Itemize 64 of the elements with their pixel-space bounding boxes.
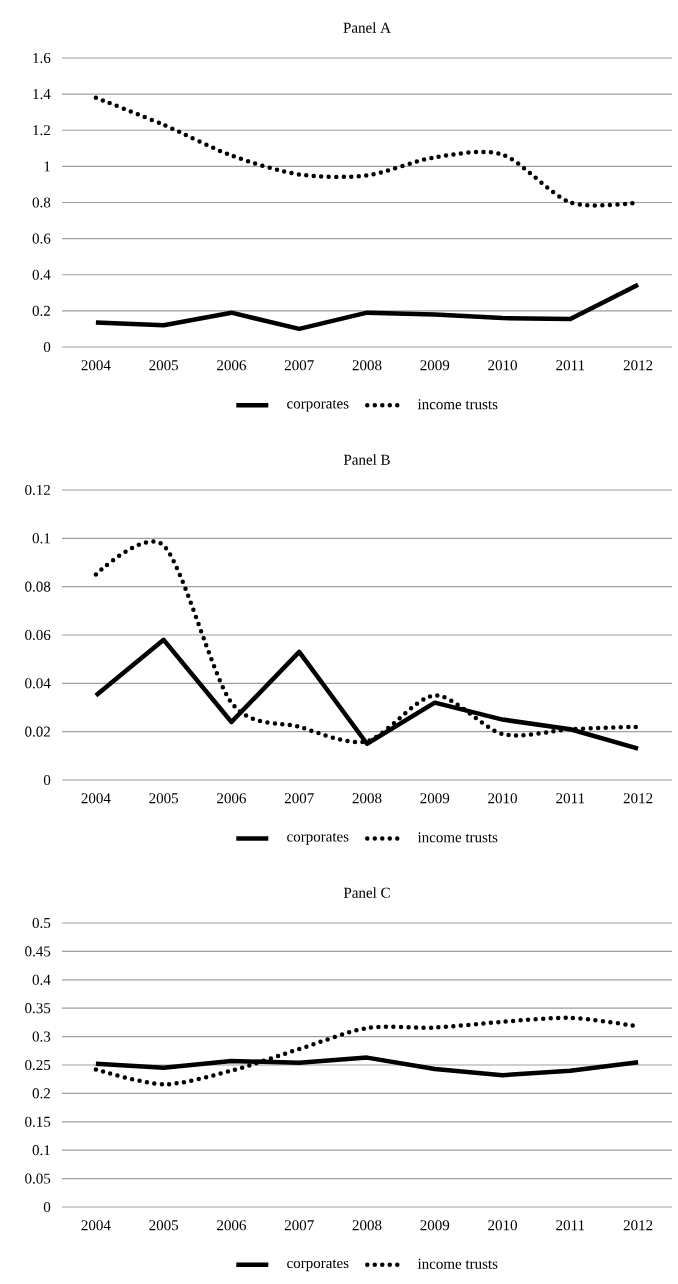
y-tick-label: 0.2 [32, 305, 50, 316]
x-tick-label: 2008 [352, 360, 382, 371]
x-tick-label: 2010 [488, 793, 517, 804]
line-series [93, 282, 641, 332]
x-tick-label: 2005 [149, 1220, 179, 1231]
y-tick-label: 0.2 [32, 1088, 50, 1099]
y-tick-label: 0.1 [32, 1145, 50, 1156]
chart-title: Panel A [343, 22, 391, 33]
x-tick-label: 2006 [217, 793, 246, 804]
x-tick-label: 2005 [149, 793, 179, 804]
x-tick-label: 2004 [81, 360, 111, 371]
y-tick-label: 0 [43, 341, 51, 353]
x-tick-label: 2010 [488, 360, 517, 371]
legend-label: income trusts [417, 1258, 498, 1269]
y-tick-label: 0 [43, 1201, 51, 1213]
y-tick-label: 0.45 [25, 946, 51, 957]
y-tick-label: 0.12 [25, 484, 50, 496]
y-tick-label: 0.4 [32, 269, 51, 280]
y-tick-label: 0.8 [32, 197, 51, 208]
chart-title: Panel C [343, 887, 390, 898]
x-tick-label: 2006 [217, 1220, 246, 1231]
x-tick-label: 2011 [556, 360, 585, 371]
y-tick-label: 1.6 [33, 52, 51, 64]
x-tick-label: 2012 [623, 360, 653, 371]
y-tick-label: 0.06 [25, 629, 51, 641]
x-tick-label: 2007 [284, 1220, 314, 1231]
y-tick-label: 0.5 [32, 917, 51, 929]
x-tick-label: 2009 [420, 793, 450, 804]
y-tick-label: 1 [44, 161, 50, 172]
x-tick-label: 2004 [81, 1220, 111, 1231]
y-tick-label: 0.1 [32, 533, 50, 544]
x-tick-label: 2007 [284, 360, 314, 371]
x-tick-label: 2005 [149, 360, 179, 371]
y-tick-label: 0.35 [25, 1003, 51, 1014]
y-tick-label: 0.4 [32, 974, 51, 985]
legend-label: income trusts [417, 832, 498, 843]
y-tick-label: 1.2 [33, 125, 50, 136]
y-tick-label: 0.15 [25, 1116, 51, 1127]
legend-label: corporates [287, 1259, 349, 1272]
x-tick-label: 2006 [217, 360, 246, 371]
x-tick-label: 2012 [623, 793, 653, 804]
y-tick-label: 0 [43, 774, 51, 786]
x-tick-label: 2009 [420, 360, 450, 371]
y-tick-label: 0.25 [25, 1059, 51, 1071]
legend-label: corporates [287, 399, 349, 412]
y-tick-label: 0.04 [25, 678, 51, 689]
x-tick-label: 2011 [556, 1220, 585, 1231]
x-tick-label: 2011 [556, 793, 585, 804]
legend-label: income trusts [417, 399, 498, 410]
y-tick-label: 0.3 [32, 1031, 51, 1042]
x-tick-label: 2009 [420, 1220, 450, 1231]
x-tick-label: 2008 [352, 1220, 382, 1231]
y-tick-label: 0.05 [25, 1173, 51, 1184]
x-tick-label: 2010 [488, 1220, 517, 1231]
x-tick-label: 2007 [284, 793, 314, 804]
x-tick-label: 2012 [623, 1220, 653, 1231]
y-tick-label: 0.02 [25, 726, 50, 737]
y-tick-label: 1.4 [33, 89, 51, 100]
y-tick-label: 0.6 [32, 233, 51, 244]
x-tick-label: 2004 [81, 793, 111, 804]
x-tick-label: 2008 [352, 793, 382, 804]
y-tick-label: 0.08 [25, 581, 51, 592]
chart-title: Panel B [343, 454, 390, 465]
legend-label: corporates [287, 833, 349, 845]
